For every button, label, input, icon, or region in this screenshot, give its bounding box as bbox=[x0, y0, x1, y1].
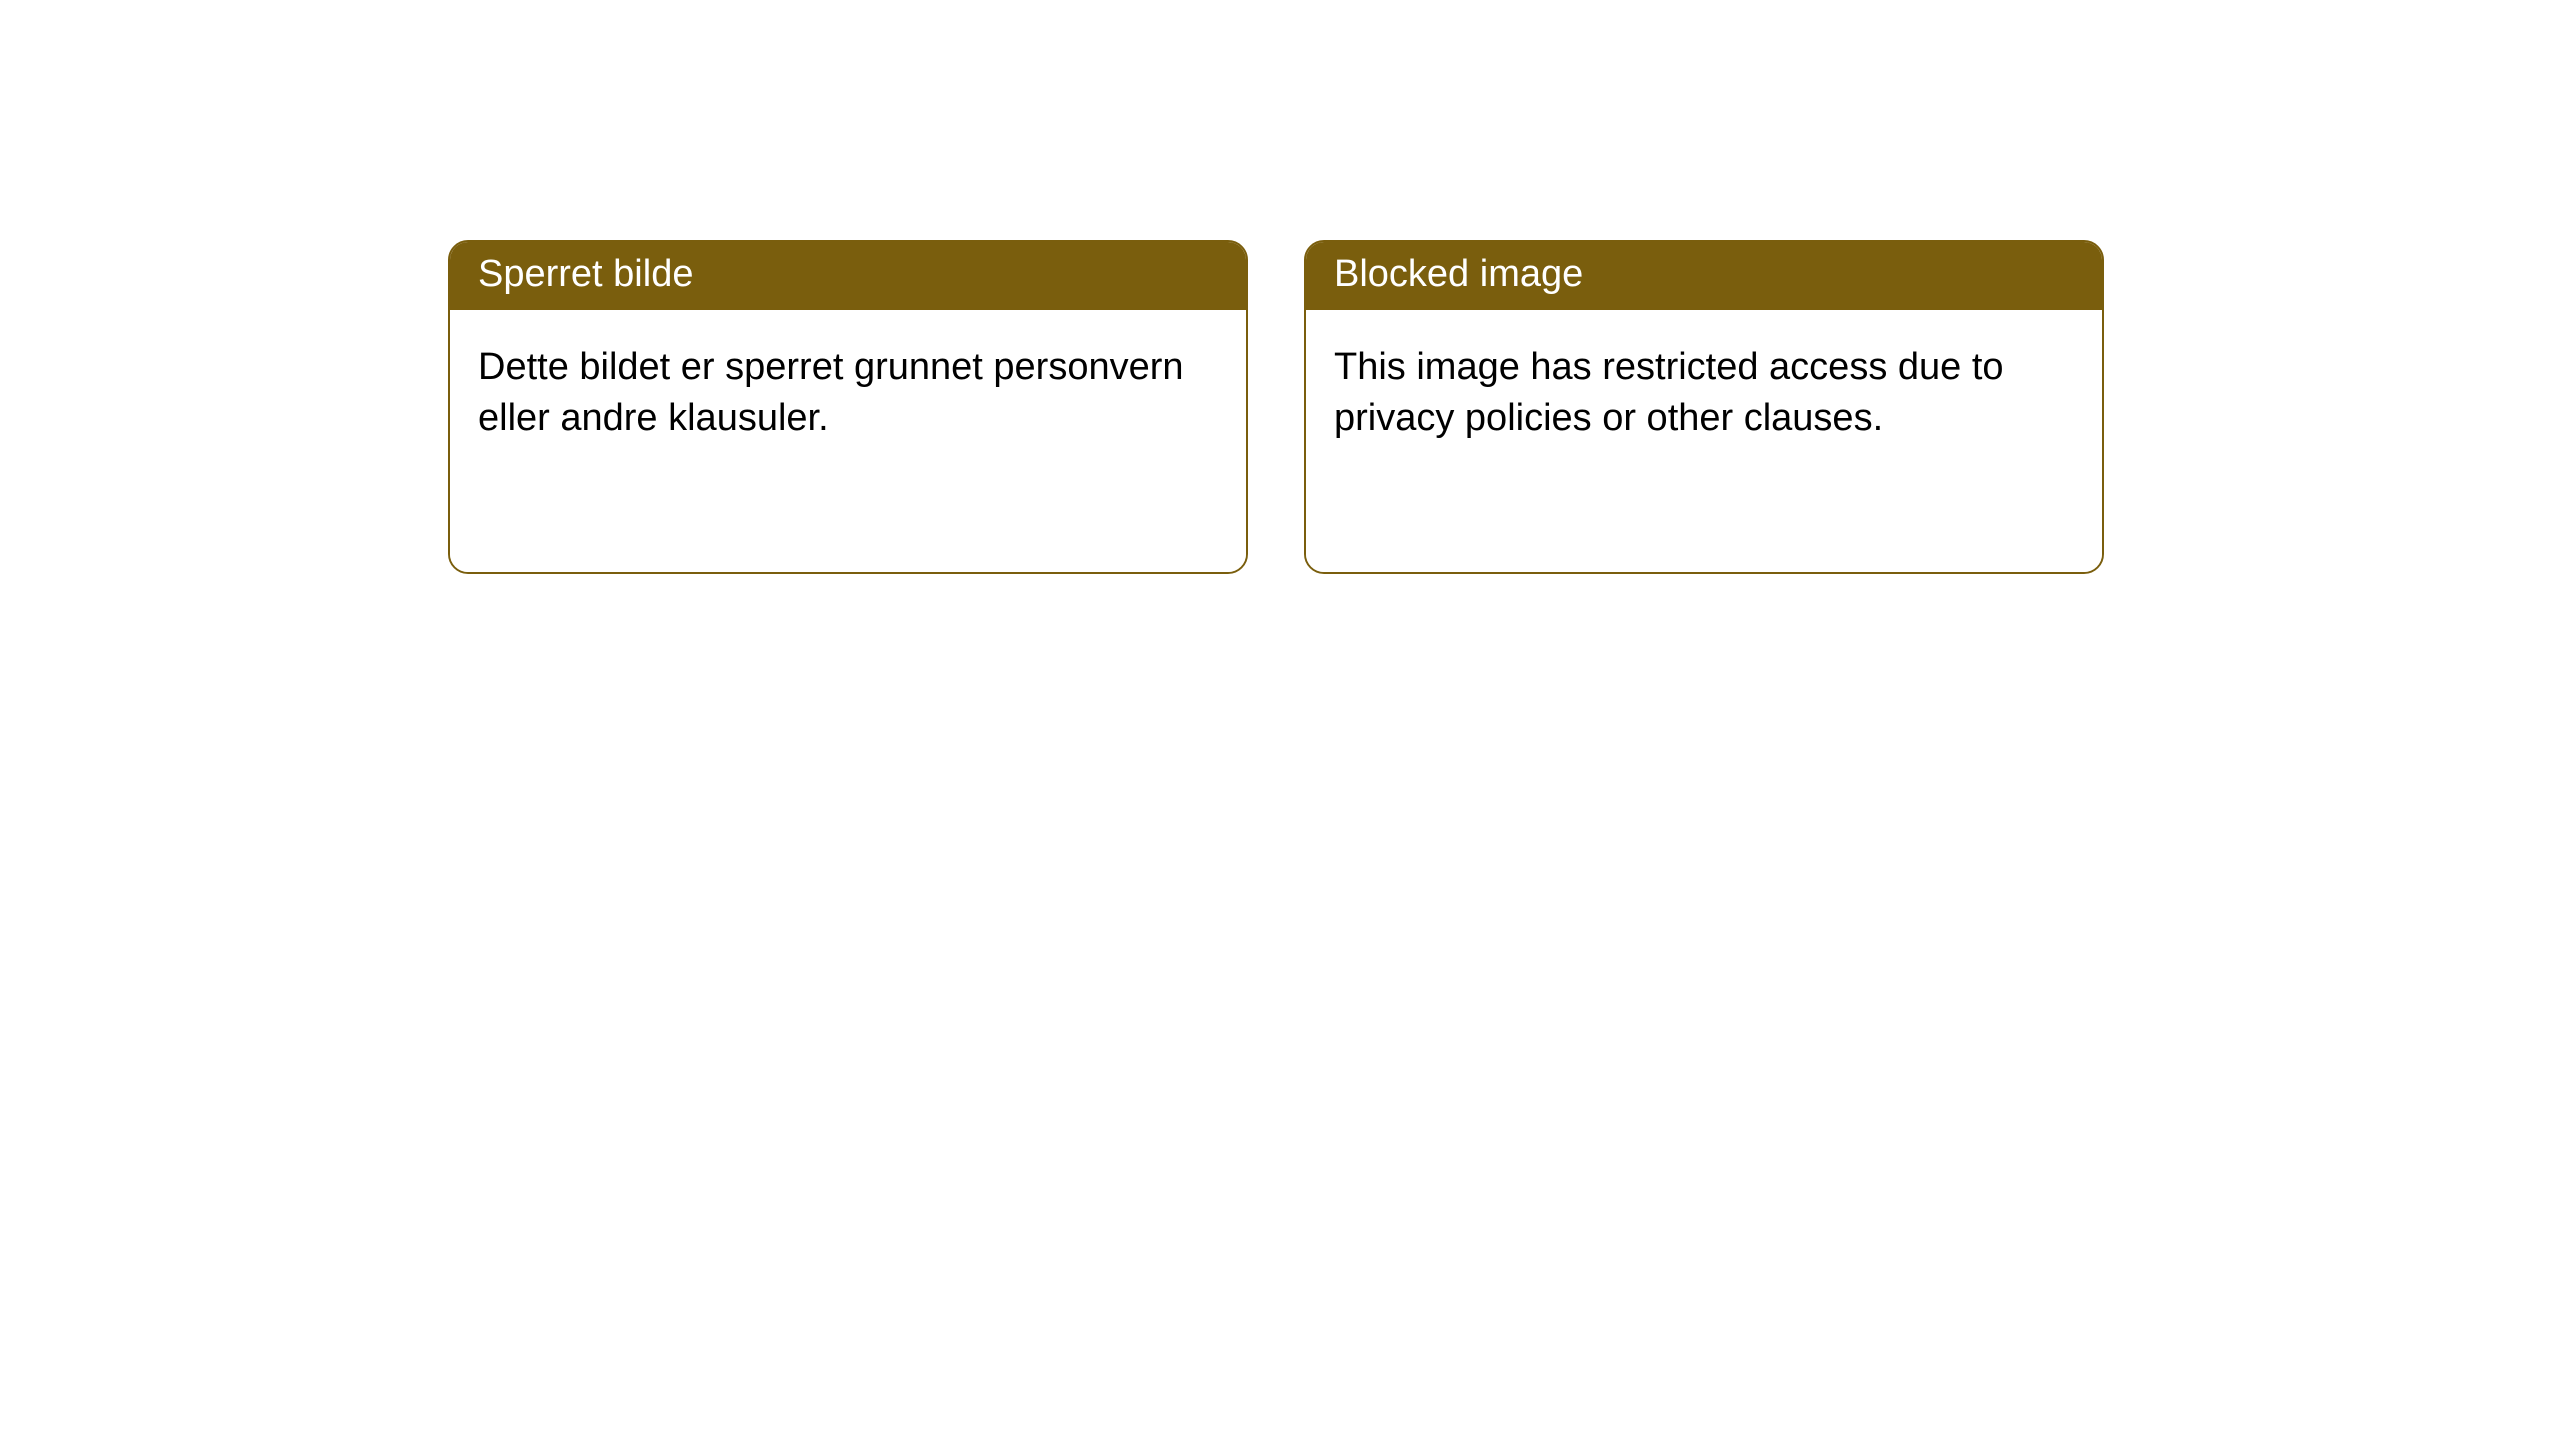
notice-title: Sperret bilde bbox=[450, 242, 1246, 310]
notice-container: Sperret bilde Dette bildet er sperret gr… bbox=[0, 0, 2560, 574]
notice-body: Dette bildet er sperret grunnet personve… bbox=[450, 310, 1246, 572]
notice-title: Blocked image bbox=[1306, 242, 2102, 310]
notice-card-norwegian: Sperret bilde Dette bildet er sperret gr… bbox=[448, 240, 1248, 574]
notice-body: This image has restricted access due to … bbox=[1306, 310, 2102, 572]
notice-card-english: Blocked image This image has restricted … bbox=[1304, 240, 2104, 574]
